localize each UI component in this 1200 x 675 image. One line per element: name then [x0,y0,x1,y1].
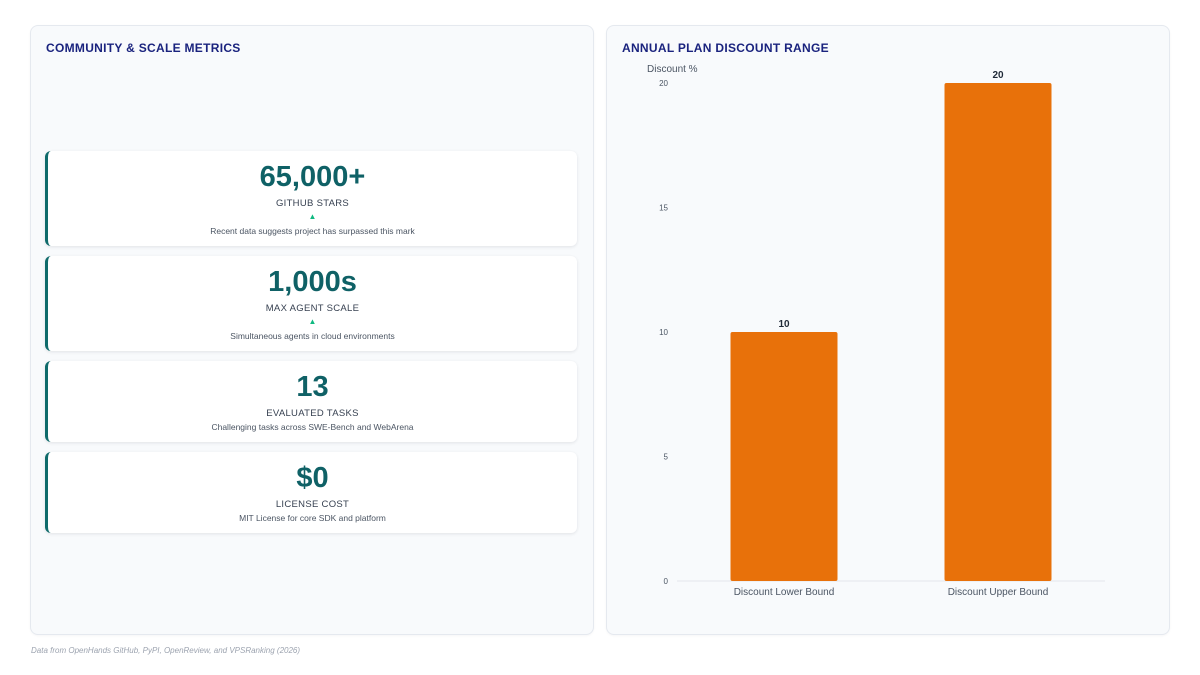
metric-description: MIT License for core SDK and platform [239,513,386,523]
discount-bar-chart: Discount % 0 5 10 15 20 10 Discount Lower Bound… [647,64,1105,598]
metric-label: MAX AGENT SCALE [265,303,360,314]
metric-label: GITHUB STARS [275,198,350,209]
metric-description: Challenging tasks across SWE-Bench and W… [211,422,414,432]
metrics-panel-title: COMMUNITY & SCALE METRICS [46,41,241,55]
metric-value: 65,000+ [259,161,366,193]
x-tick-label: Discount Upper Bound [948,587,1049,598]
discount-chart-panel: ANNUAL PLAN DISCOUNT RANGE Discount % 0 5 1… [606,25,1170,635]
metric-description: Simultaneous agents in cloud environment… [230,331,395,341]
metric-value: 1,000s [268,266,357,298]
y-tick-label: 20 [659,79,668,88]
bar [730,332,838,581]
x-tick-label: Discount Lower Bound [734,587,835,598]
source-footnote: Data from OpenHands GitHub, PyPI, OpenRe… [31,646,301,655]
metric-label: LICENSE COST [275,499,350,510]
y-tick-label: 0 [664,577,669,586]
metrics-panel: COMMUNITY & SCALE METRICS 65,000+ GITHUB… [30,25,594,635]
metric-card-license-cost: $0 LICENSE COST MIT License for core SDK… [45,452,577,533]
y-tick-label: 5 [664,453,669,462]
y-tick-label: 15 [659,204,668,213]
metric-card-max-agent-scale: 1,000s MAX AGENT SCALE ▲ Simultaneous ag… [45,256,577,351]
metric-cards: 65,000+ GITHUB STARS ▲ Recent data sugge… [45,151,577,543]
metric-card-evaluated-tasks: 13 EVALUATED TASKS Challenging tasks acr… [45,361,577,442]
metric-label: EVALUATED TASKS [266,408,359,419]
metric-value: $0 [296,462,329,494]
y-tick-label: 10 [659,328,668,337]
metric-value: 13 [296,371,329,403]
up-arrow-icon: ▲ [308,212,317,221]
up-arrow-icon: ▲ [308,317,317,326]
bar-data-label: 20 [992,70,1004,81]
chart-title: ANNUAL PLAN DISCOUNT RANGE [622,41,829,55]
y-axis-label: Discount % [647,64,698,75]
bar [944,83,1052,581]
bar-data-label: 10 [778,319,790,330]
metric-description: Recent data suggests project has surpass… [210,226,415,236]
metric-card-github-stars: 65,000+ GITHUB STARS ▲ Recent data sugge… [45,151,577,246]
